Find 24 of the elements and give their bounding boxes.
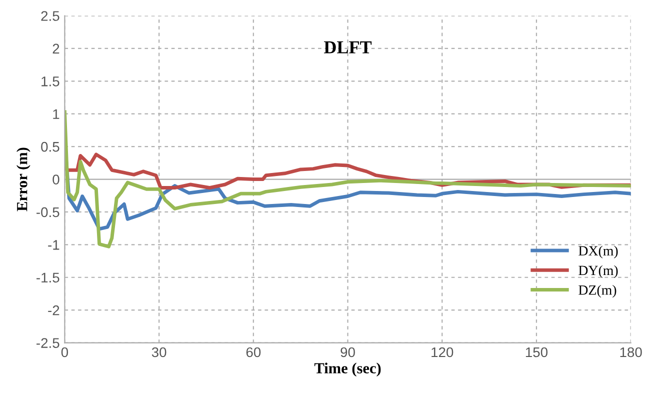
x-tick-label: 90 [340, 347, 355, 358]
x-tick-label: 0 [61, 347, 68, 358]
y-tick-label: -0.5 [36, 207, 60, 218]
y-axis-title: Error (m) [16, 148, 30, 212]
y-tick-label: -1.5 [36, 272, 60, 283]
x-axis-title: Time (sec) [314, 362, 381, 377]
x-tick-label: 180 [620, 347, 642, 358]
y-tick-label: 0 [52, 174, 60, 184]
y-tick-label: -2 [48, 305, 60, 316]
x-tick-label: 120 [432, 347, 454, 358]
x-tick-label: 60 [246, 347, 261, 358]
x-tick-label: 150 [526, 347, 548, 358]
legend-label: DX(m) [578, 246, 618, 258]
legend-label: DZ(m) [578, 284, 616, 298]
y-tick-label: 2 [52, 44, 60, 54]
y-tick-label: 2.5 [41, 11, 60, 21]
y-tick-label: 1.5 [42, 76, 60, 86]
y-tick-label: -1 [48, 240, 60, 250]
legend-label: DY(m) [578, 265, 618, 278]
y-tick-label: -2.5 [36, 338, 60, 348]
y-tick-label: 0.5 [41, 142, 60, 152]
y-tick-label: 1 [53, 109, 60, 119]
text: DLFT [324, 41, 372, 54]
x-tick-label: 30 [152, 347, 166, 358]
